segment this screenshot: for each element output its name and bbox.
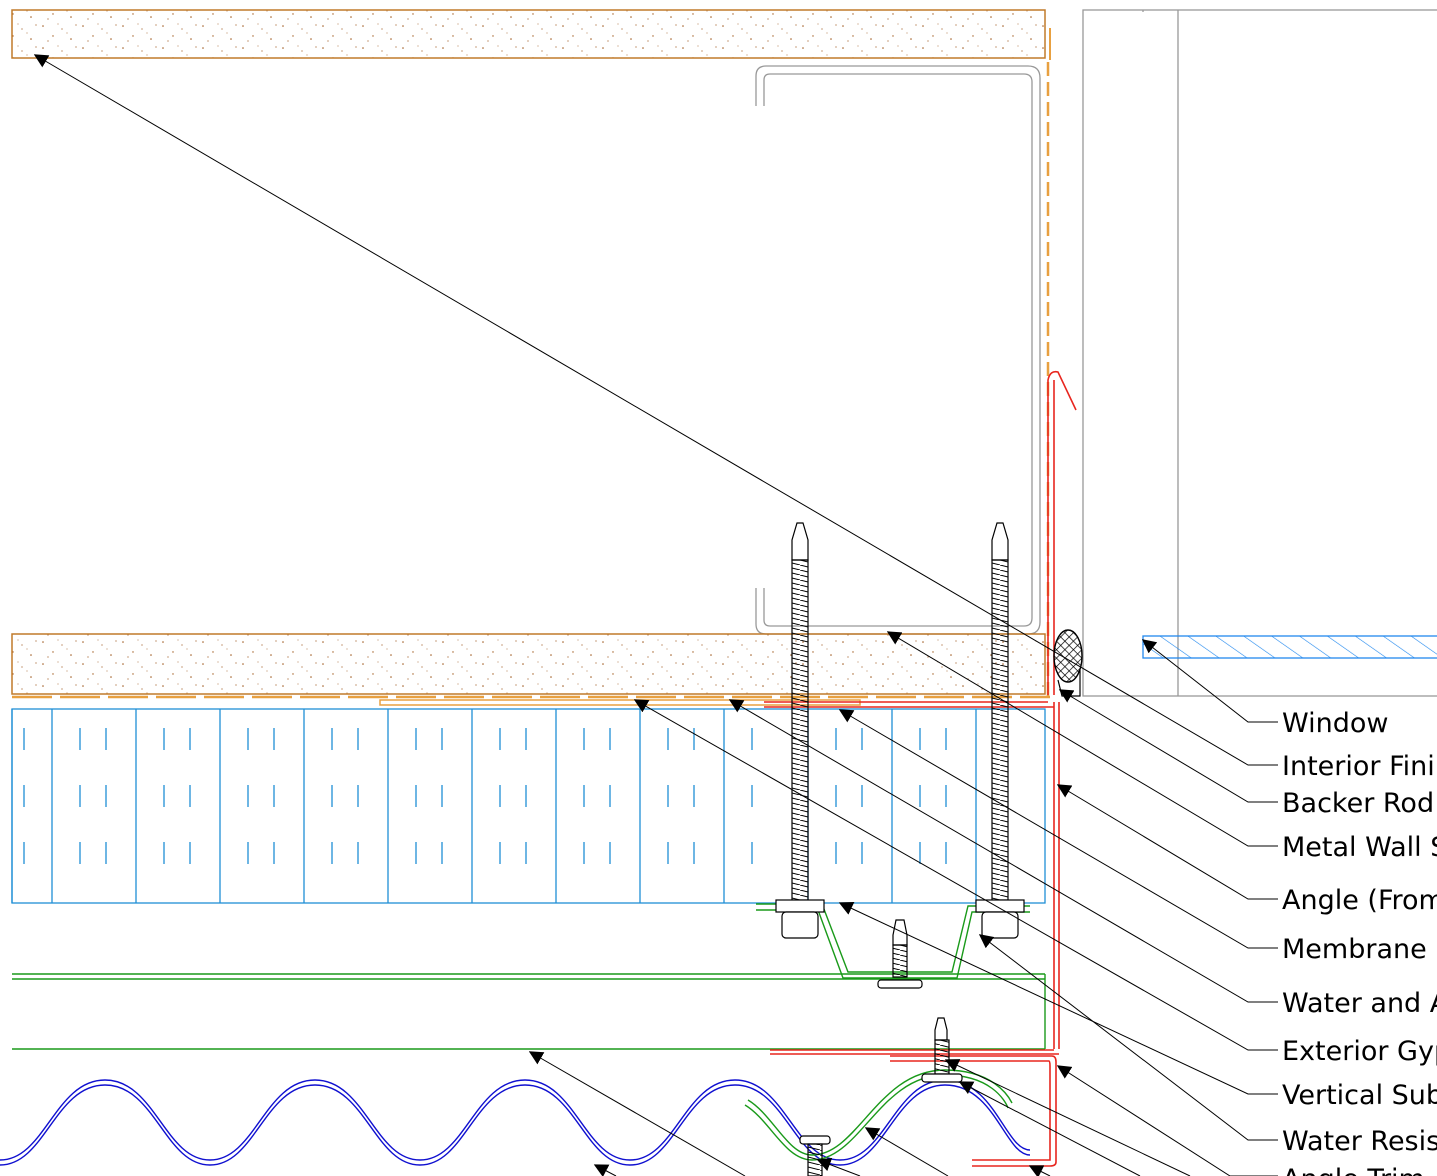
interior-finish-upper (11, 9, 1051, 60)
label-water-resistive: Water Resis (1282, 1126, 1437, 1157)
label-backer-rod: Backer Rod (1282, 788, 1434, 819)
window-sill-hatch (1142, 635, 1437, 659)
metal-panel (0, 1079, 1031, 1166)
label-metal-wall-stud: Metal Wall S (1282, 832, 1437, 863)
fastener-left (775, 522, 825, 939)
label-water-air-barrier: Water and A (1282, 988, 1437, 1019)
fastener-right (975, 522, 1025, 939)
label-angle: Angle (From (1282, 885, 1437, 916)
rigid-insulation (11, 708, 1046, 904)
flashing (764, 370, 1077, 1055)
metal-wall-stud (755, 65, 1041, 635)
exterior-gypsum (11, 633, 1050, 706)
window-frame (1082, 9, 1437, 697)
label-interior-finish: Interior Fini (1282, 751, 1435, 782)
label-window: Window (1282, 708, 1388, 739)
label-exterior-gypsum: Exterior Gyp (1282, 1036, 1437, 1067)
callout-labels: Window Interior Fini Backer Rod Metal Wa… (1282, 708, 1437, 1176)
backer-rod (1053, 629, 1083, 683)
label-vertical-subgirt: Vertical Sub (1282, 1080, 1437, 1111)
label-angle-trim: Angle Trim (1282, 1164, 1425, 1176)
fastener-panel (799, 1135, 831, 1176)
label-membrane: Membrane (1282, 934, 1427, 965)
fastener-subgirt (877, 919, 923, 989)
fastener-clip (921, 1017, 963, 1083)
panel-liner (12, 973, 1046, 1050)
leaders (33, 54, 1278, 1176)
